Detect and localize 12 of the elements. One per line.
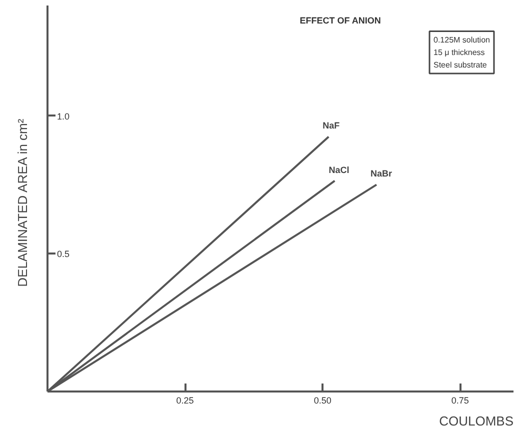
text: EFFECT OF ANION — [300, 16, 381, 26]
x-tick-label: 0.50 — [314, 396, 332, 406]
x-tick-label: 0.25 — [176, 396, 194, 406]
y-tick-label: 0.5 — [56, 249, 70, 260]
y-tick-label: 1.0 — [56, 111, 70, 122]
x-tick-label: 0.75 — [451, 396, 469, 406]
x-axis-title: COULOMBS — [439, 414, 514, 428]
series-label: NaF — [322, 120, 340, 131]
annotation: 0.125M solution 15 μ thickness Steel substrate — [434, 35, 490, 70]
y-axis-title: DELAMINATED AREA in cm² — [14, 118, 30, 287]
series-label: NaCl — [328, 164, 350, 175]
series-label: NaBr — [370, 168, 393, 179]
